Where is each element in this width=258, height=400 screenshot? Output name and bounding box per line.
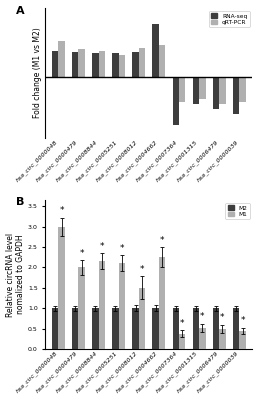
Text: A: A [16,6,25,16]
Text: *: * [59,206,64,215]
Bar [193,77,199,104]
Y-axis label: Fold change (M1 vs M2): Fold change (M1 vs M2) [34,28,43,118]
Text: *: * [180,319,184,328]
Legend: RNA-seq, qRT-PCR: RNA-seq, qRT-PCR [209,11,249,28]
Legend: M2, M1: M2, M1 [225,203,249,219]
Bar [179,77,186,102]
Bar [112,53,119,77]
Text: *: * [100,242,104,251]
Bar [233,308,239,349]
Bar [139,48,145,77]
Bar [213,308,219,349]
Bar [173,308,179,349]
Bar [72,52,78,77]
Bar [92,308,99,349]
Bar [159,257,165,349]
Bar [52,308,58,349]
Bar [119,263,125,349]
Bar [112,308,119,349]
Text: *: * [160,236,164,244]
Bar [132,52,139,77]
Bar [99,51,105,77]
Bar [179,334,186,349]
Text: *: * [140,265,144,274]
Bar [199,328,206,349]
Bar [99,261,105,349]
Bar [139,288,145,349]
Bar [78,49,85,77]
Text: *: * [220,313,225,322]
Text: B: B [16,197,25,207]
Bar [132,308,139,349]
Bar [239,77,246,102]
Bar [52,50,58,77]
Bar [239,331,246,349]
Bar [193,308,199,349]
Bar [219,77,226,104]
Bar [119,55,125,77]
Bar [173,77,179,125]
Bar [219,329,226,349]
Bar [199,77,206,99]
Bar [233,77,239,114]
Bar [72,308,78,349]
Bar [92,54,99,77]
Bar [58,41,65,77]
Text: *: * [120,244,124,253]
Text: *: * [200,312,205,321]
Bar [213,77,219,109]
Text: *: * [79,249,84,258]
Bar [78,268,85,349]
Bar [58,226,65,349]
Bar [152,308,159,349]
Text: *: * [240,316,245,325]
Y-axis label: Relative circRNA level
nomalized to GAPDH: Relative circRNA level nomalized to GAPD… [6,232,25,317]
Bar [152,24,159,77]
Bar [159,45,165,77]
